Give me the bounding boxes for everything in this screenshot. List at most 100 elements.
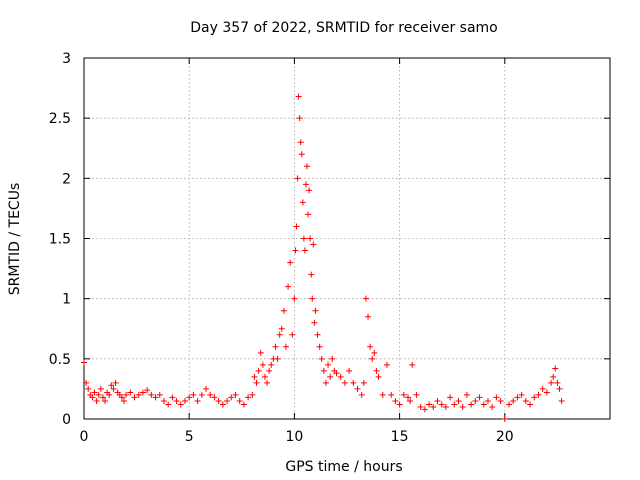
data-point [295, 93, 302, 100]
data-point [518, 391, 525, 398]
data-point [282, 343, 289, 350]
data-point [261, 373, 268, 380]
data-point [102, 397, 109, 404]
data-point [365, 313, 372, 320]
y-tick-label: 2.5 [49, 111, 71, 127]
data-point [438, 401, 445, 408]
data-point [274, 355, 281, 362]
data-point [308, 271, 315, 278]
data-point [305, 211, 312, 218]
data-point [314, 331, 321, 338]
data-point [106, 391, 113, 398]
x-tick-label: 10 [285, 429, 303, 445]
data-point [325, 361, 332, 368]
data-point [350, 379, 357, 386]
data-point [152, 394, 159, 401]
data-point [327, 373, 334, 380]
data-point [379, 391, 386, 398]
data-point [497, 397, 504, 404]
data-point [447, 394, 454, 401]
data-point [550, 373, 557, 380]
data-point [131, 394, 138, 401]
data-point [91, 389, 98, 396]
data-point [144, 387, 151, 394]
data-point [236, 397, 243, 404]
data-point [253, 379, 260, 386]
data-point [285, 283, 292, 290]
y-tick-label: 3 [62, 51, 71, 67]
data-point [369, 355, 376, 362]
data-point [93, 397, 100, 404]
data-point [302, 181, 309, 188]
data-point [539, 385, 546, 392]
data-point [257, 349, 264, 356]
data-point [301, 247, 308, 254]
data-point [118, 394, 125, 401]
data-point [413, 391, 420, 398]
data-point [455, 397, 462, 404]
data-point [89, 394, 96, 401]
data-point [311, 319, 318, 326]
data-point [203, 385, 210, 392]
data-point [190, 391, 197, 398]
data-point [409, 361, 416, 368]
data-point [135, 391, 142, 398]
data-point [219, 401, 226, 408]
data-point [442, 403, 449, 410]
data-point [215, 397, 222, 404]
data-point [198, 391, 205, 398]
data-point [123, 391, 130, 398]
data-point [531, 394, 538, 401]
data-point [459, 403, 466, 410]
y-tick-label: 2 [62, 171, 71, 187]
data-point [304, 163, 311, 170]
data-point [312, 307, 319, 314]
gridlines [84, 58, 610, 419]
chart-title: Day 357 of 2022, SRMTID for receiver sam… [190, 20, 498, 36]
data-point [255, 367, 262, 374]
x-tick-label: 15 [391, 429, 409, 445]
data-point [407, 397, 414, 404]
data-point [510, 397, 517, 404]
data-point [268, 361, 275, 368]
data-point [489, 403, 496, 410]
data-point [322, 379, 329, 386]
data-point [493, 394, 500, 401]
data-point [232, 391, 239, 398]
data-point [554, 379, 561, 386]
data-point [169, 394, 176, 401]
data-point [333, 370, 340, 377]
y-tick-label: 1 [62, 292, 71, 308]
data-point [228, 394, 235, 401]
data-point [297, 139, 304, 146]
data-point [177, 401, 184, 408]
data-point [383, 361, 390, 368]
data-point [367, 343, 374, 350]
data-point [296, 115, 303, 122]
data-point [272, 343, 279, 350]
data-point [245, 394, 252, 401]
data-point [548, 379, 555, 386]
data-point [139, 389, 146, 396]
y-tick-label: 0 [62, 412, 71, 428]
data-point [392, 397, 399, 404]
data-point [375, 373, 382, 380]
data-point [506, 401, 513, 408]
data-point [396, 401, 403, 408]
data-point [472, 397, 479, 404]
data-point [320, 367, 327, 374]
data-point [110, 385, 117, 392]
data-point [264, 379, 271, 386]
data-point [341, 379, 348, 386]
data-point [97, 385, 104, 392]
data-point [108, 382, 115, 389]
data-point [527, 401, 534, 408]
data-point [329, 355, 336, 362]
data-point [211, 394, 218, 401]
data-point [552, 365, 559, 372]
data-point [388, 391, 395, 398]
data-point [405, 394, 412, 401]
data-point [300, 235, 307, 242]
data-point [194, 397, 201, 404]
